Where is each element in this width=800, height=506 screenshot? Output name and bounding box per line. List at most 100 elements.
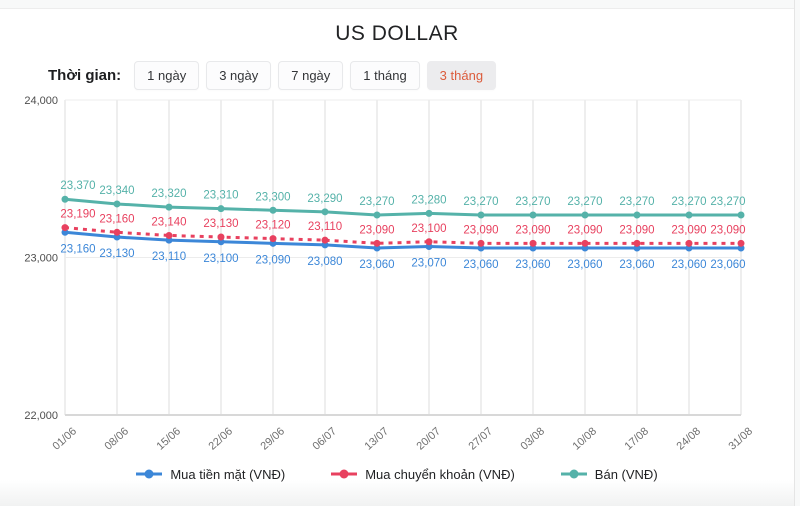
time-range-button-1-ngay[interactable]: 1 ngày (134, 60, 200, 90)
data-point-mua-chuyen-khoan-vnđ (477, 239, 485, 247)
data-label-ban-vnđ: 23,270 (359, 196, 394, 208)
data-label-mua-tien-mat-vnđ: 23,060 (567, 259, 602, 271)
data-point-mua-chuyen-khoan-vnđ (373, 239, 381, 247)
data-point-ban-vnđ (633, 211, 641, 219)
data-label-ban-vnđ: 23,340 (99, 185, 134, 197)
legend-marker-icon (136, 469, 163, 479)
time-range-button-3-ngay[interactable]: 3 ngày (206, 60, 272, 90)
data-point-ban-vnđ (737, 211, 745, 219)
data-point-ban-vnđ (425, 209, 433, 217)
x-tick-label: 08/06 (103, 425, 131, 452)
data-label-mua-chuyen-khoan-vnđ: 23,130 (203, 218, 238, 230)
data-point-ban-vnđ (373, 211, 381, 219)
x-tick-label: 01/06 (51, 425, 79, 452)
series-line-mua-tien-mat-vnđ (63, 230, 743, 250)
bottom-fade (0, 480, 794, 506)
data-label-ban-vnđ: 23,290 (307, 193, 342, 205)
legend-item-mua-chuyen-khoan-vnđ[interactable]: Mua chuyển khoản (VNĐ) (331, 467, 515, 482)
data-label-mua-chuyen-khoan-vnđ: 23,090 (710, 224, 745, 236)
chart-legend: Mua tiền mặt (VNĐ) Mua chuyển khoản (VNĐ)… (0, 462, 794, 486)
data-label-mua-chuyen-khoan-vnđ: 23,090 (463, 224, 498, 236)
data-label-mua-chuyen-khoan-vnđ: 23,100 (411, 223, 446, 235)
data-label-mua-chuyen-khoan-vnđ: 23,160 (99, 213, 134, 225)
data-label-mua-tien-mat-vnđ: 23,090 (255, 254, 290, 266)
data-label-ban-vnđ: 23,270 (671, 196, 706, 208)
legend-label: Mua chuyển khoản (VNĐ) (365, 466, 515, 482)
data-label-mua-chuyen-khoan-vnđ: 23,120 (255, 220, 290, 232)
data-point-ban-vnđ (685, 211, 693, 219)
data-label-ban-vnđ: 23,370 (60, 180, 95, 192)
time-range-buttons: 1 ngày 3 ngày 7 ngày 1 tháng 3 tháng (134, 60, 497, 90)
right-edge-divider (794, 0, 800, 506)
x-tick-label: 03/08 (519, 425, 547, 452)
data-point-ban-vnđ (477, 211, 485, 219)
data-label-mua-chuyen-khoan-vnđ: 23,090 (359, 224, 394, 236)
data-label-mua-tien-mat-vnđ: 23,060 (463, 259, 498, 271)
data-label-mua-tien-mat-vnđ: 23,160 (60, 243, 95, 255)
data-label-ban-vnđ: 23,270 (463, 196, 498, 208)
x-tick-label: 06/07 (311, 425, 339, 452)
data-point-ban-vnđ (113, 200, 121, 208)
data-label-mua-tien-mat-vnđ: 23,130 (99, 248, 134, 260)
legend-marker-icon (560, 469, 587, 479)
legend-marker-icon (331, 469, 358, 479)
data-label-mua-chuyen-khoan-vnđ: 23,090 (671, 224, 706, 236)
chart-canvas: 01/06 08/06 15/06 22/06 29/06 06/07 13/07 20/07… (24, 95, 755, 453)
y-tick-label: 22,000 (24, 410, 58, 422)
data-point-mua-chuyen-khoan-vnđ (581, 239, 589, 247)
data-label-mua-tien-mat-vnđ: 23,060 (710, 259, 745, 271)
data-label-mua-tien-mat-vnđ: 23,080 (307, 256, 342, 268)
x-tick-label: 24/08 (675, 425, 703, 452)
data-label-ban-vnđ: 23,270 (515, 196, 550, 208)
time-range-controls: Thời gian: 1 ngày 3 ngày 7 ngày 1 tháng 3 th… (48, 59, 497, 91)
data-label-mua-chuyen-khoan-vnđ: 23,140 (151, 216, 186, 228)
data-point-ban-vnđ (165, 203, 173, 211)
legend-item-mua-tien-mat-vnđ[interactable]: Mua tiền mặt (VNĐ) (136, 467, 285, 482)
data-label-ban-vnđ: 23,310 (203, 190, 238, 202)
y-tick-label: 24,000 (24, 95, 58, 107)
data-label-ban-vnđ: 23,270 (710, 196, 745, 208)
data-label-mua-chuyen-khoan-vnđ: 23,090 (567, 224, 602, 236)
page-title: US DOLLAR (335, 22, 459, 45)
data-label-mua-tien-mat-vnđ: 23,100 (203, 253, 238, 265)
x-tick-label: 10/08 (571, 425, 599, 452)
data-point-mua-chuyen-khoan-vnđ (217, 233, 225, 241)
data-label-mua-tien-mat-vnđ: 23,110 (152, 251, 186, 263)
data-label-mua-chuyen-khoan-vnđ: 23,090 (515, 224, 550, 236)
data-point-mua-chuyen-khoan-vnđ (269, 235, 277, 243)
data-point-mua-chuyen-khoan-vnđ (61, 224, 69, 232)
data-label-mua-chuyen-khoan-vnđ: 23,190 (60, 209, 95, 221)
series-line-ban-vnđ (63, 197, 743, 217)
data-label-mua-tien-mat-vnđ: 23,060 (619, 259, 654, 271)
data-label-mua-tien-mat-vnđ: 23,070 (411, 257, 446, 269)
legend-item-ban-vnđ[interactable]: Bán (VNĐ) (560, 466, 658, 482)
time-range-button-7-ngay[interactable]: 7 ngày (278, 60, 344, 90)
data-point-ban-vnđ (61, 195, 69, 203)
data-point-mua-chuyen-khoan-vnđ (737, 239, 745, 247)
data-point-ban-vnđ (217, 205, 225, 213)
x-tick-label: 29/06 (259, 425, 287, 452)
data-label-mua-chuyen-khoan-vnđ: 23,090 (619, 224, 654, 236)
data-point-mua-chuyen-khoan-vnđ (321, 236, 329, 244)
x-tick-label: 17/08 (623, 425, 651, 452)
data-point-mua-chuyen-khoan-vnđ (425, 238, 433, 246)
data-label-mua-tien-mat-vnđ: 23,060 (359, 259, 394, 271)
data-label-ban-vnđ: 23,300 (255, 191, 290, 203)
data-point-ban-vnđ (581, 211, 589, 219)
data-label-ban-vnđ: 23,270 (619, 196, 654, 208)
time-range-button-3-thang[interactable]: 3 tháng (426, 60, 497, 90)
x-tick-label: 20/07 (415, 425, 443, 452)
data-label-ban-vnđ: 23,320 (151, 188, 186, 200)
data-point-ban-vnđ (321, 208, 329, 216)
legend-label: Bán (VNĐ) (594, 466, 658, 482)
time-range-label: Thời gian: (48, 66, 122, 84)
legend-label: Mua tiền mặt (VNĐ) (170, 466, 286, 482)
data-point-mua-chuyen-khoan-vnđ (685, 239, 693, 247)
data-label-ban-vnđ: 23,280 (411, 194, 446, 206)
data-point-ban-vnđ (529, 211, 537, 219)
y-tick-label: 23,000 (24, 253, 58, 265)
time-range-button-1-thang[interactable]: 1 tháng (350, 60, 420, 90)
x-tick-label: 15/06 (155, 425, 183, 452)
data-label-ban-vnđ: 23,270 (567, 196, 602, 208)
x-tick-label: 13/07 (363, 425, 391, 452)
